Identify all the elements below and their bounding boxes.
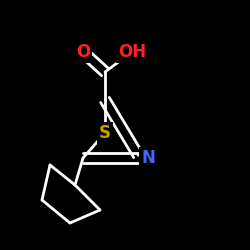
Text: OH: OH [118, 43, 146, 61]
Text: N: N [141, 149, 155, 167]
Text: S: S [99, 124, 111, 142]
Text: O: O [76, 43, 90, 61]
